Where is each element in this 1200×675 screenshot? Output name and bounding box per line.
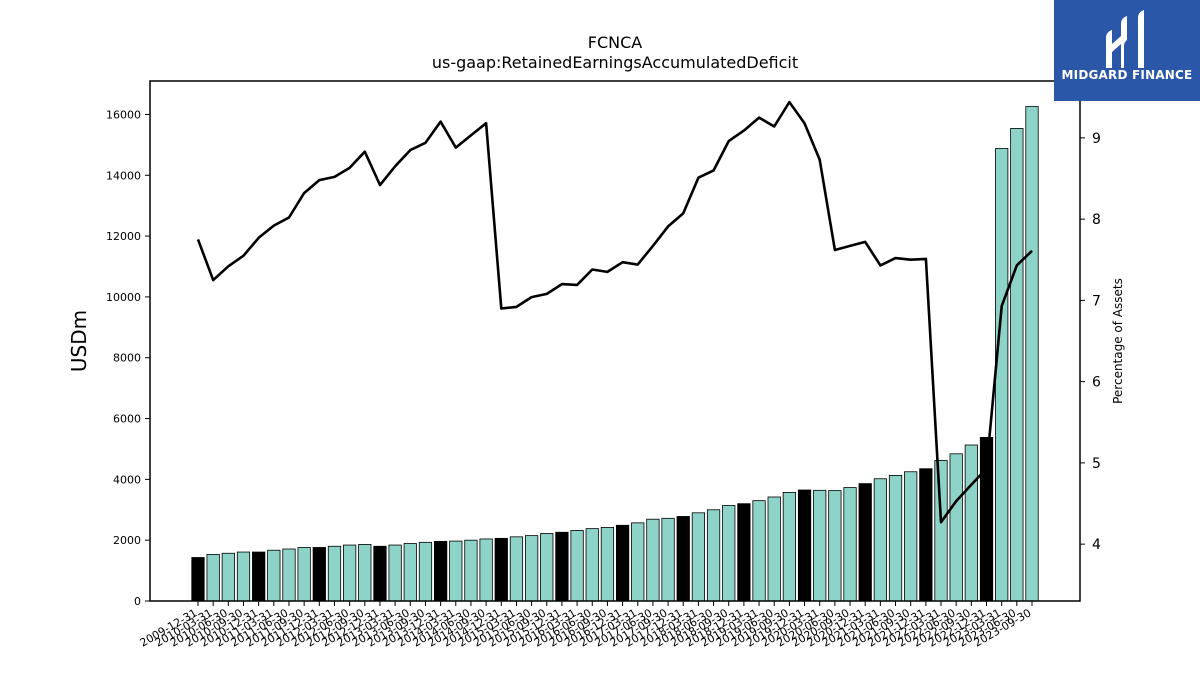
bar (934, 460, 948, 602)
y-tick-label: 8000 (113, 352, 141, 365)
bar (191, 557, 205, 602)
y-tick-label: 2000 (113, 534, 141, 547)
bar (570, 530, 584, 602)
y-tick-label: 12000 (106, 230, 141, 243)
bar (691, 512, 706, 602)
bar (964, 444, 978, 602)
bar (479, 538, 493, 602)
bar (252, 551, 266, 602)
bar (327, 545, 342, 602)
bar (646, 518, 660, 602)
series-line (196, 100, 1033, 524)
y-tick-label: 4000 (113, 473, 141, 486)
bar (418, 541, 433, 602)
bar (297, 547, 311, 602)
bar (600, 527, 615, 602)
y2-tick-label: 4 (1092, 537, 1101, 553)
bar (494, 537, 508, 602)
line-series (196, 100, 1033, 524)
y2-axis-label: Percentage of Assets (1111, 278, 1125, 404)
x-ticks: 2009-12-312010-03-312010-06-302010-09-30… (138, 601, 1034, 650)
bar (403, 543, 417, 602)
bar (312, 547, 326, 602)
bar (206, 554, 220, 602)
chart-title: FCNCA (588, 33, 643, 52)
bar (676, 516, 690, 602)
y-ticks: 0 2000 4000 6000 8000 10000 12000 14000 16000 (106, 108, 150, 608)
bar (888, 475, 903, 602)
bar (813, 489, 827, 602)
plot-frame (149, 80, 1081, 602)
y2-tick-label: 8 (1092, 212, 1101, 228)
bar (737, 503, 751, 602)
bar (661, 517, 675, 602)
bar (828, 490, 842, 602)
axes (149, 80, 1081, 602)
bar (615, 524, 630, 602)
bar (767, 496, 781, 602)
y-tick-label: 16000 (106, 108, 141, 121)
bar (585, 528, 599, 602)
bar (797, 489, 812, 602)
y2-tick-label: 9 (1092, 131, 1101, 147)
bar (464, 539, 478, 602)
bar (631, 522, 645, 602)
bar (1010, 128, 1024, 602)
y2-ticks: 4 5 6 7 8 9 (1080, 131, 1101, 553)
bar (904, 471, 918, 602)
bar (782, 492, 796, 602)
bar (358, 544, 372, 602)
bar (343, 544, 357, 602)
bar (919, 468, 933, 602)
brand-logo: MIDGARD FINANCE (1054, 0, 1200, 101)
y2-tick-label: 7 (1092, 293, 1101, 309)
bar (995, 148, 1009, 602)
chart-subtitle: us-gaap:RetainedEarningsAccumulatedDefic… (432, 53, 798, 72)
bar (373, 545, 387, 602)
logo-mark-icon (1106, 10, 1144, 68)
y-tick-label: 0 (134, 595, 141, 608)
y-axis-label: USDm (67, 310, 91, 372)
bar (524, 535, 539, 602)
bar (752, 500, 766, 602)
bar (267, 549, 281, 602)
bar (388, 544, 402, 602)
bar (706, 509, 721, 602)
bar (509, 536, 524, 602)
bar (282, 548, 296, 602)
bar (1025, 106, 1039, 602)
y2-tick-label: 6 (1092, 375, 1101, 391)
bar (434, 540, 448, 602)
bar (843, 487, 857, 602)
logo-text: MIDGARD FINANCE (1061, 68, 1193, 82)
y2-tick-label: 5 (1092, 456, 1101, 472)
y-tick-label: 10000 (106, 291, 141, 304)
bar (555, 531, 569, 602)
y-tick-label: 6000 (113, 413, 141, 426)
bar (949, 453, 963, 602)
bar (540, 533, 554, 602)
y-tick-label: 14000 (106, 169, 141, 182)
bar (449, 540, 463, 602)
bar (221, 552, 235, 602)
bar (873, 478, 887, 602)
bar (722, 505, 736, 602)
bar (858, 483, 872, 602)
bar (236, 551, 251, 602)
